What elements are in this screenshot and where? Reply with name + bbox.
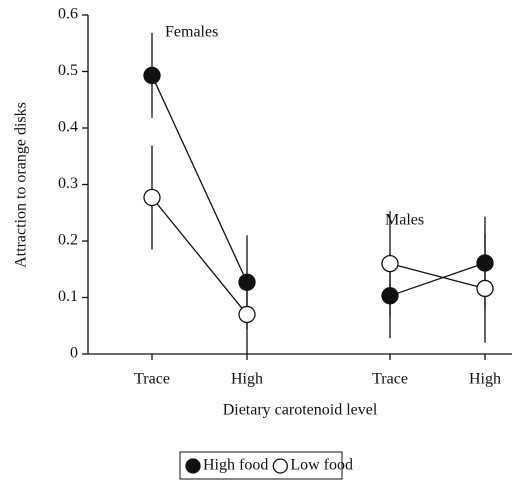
x-axis-label: Dietary carotenoid level bbox=[223, 402, 378, 419]
x-tick-label: Trace bbox=[372, 371, 408, 388]
legend-box bbox=[179, 451, 343, 480]
legend-label: Low food bbox=[290, 457, 353, 474]
x-tick-label: High bbox=[469, 371, 501, 388]
y-tick-label: 0.6 bbox=[58, 6, 78, 23]
point bbox=[143, 66, 161, 85]
legend-marker bbox=[185, 458, 201, 474]
y-tick-label: 0 bbox=[70, 345, 78, 362]
point bbox=[143, 188, 161, 207]
series-line bbox=[389, 262, 486, 290]
annotation: Females bbox=[165, 24, 218, 41]
point bbox=[476, 279, 494, 298]
series-line bbox=[151, 197, 248, 315]
series-line bbox=[389, 262, 486, 297]
x-tick-label: High bbox=[231, 371, 263, 388]
annotation: Males bbox=[385, 212, 424, 229]
y-tick-label: 0.1 bbox=[58, 288, 78, 305]
x-tick-label: Trace bbox=[134, 371, 170, 388]
y-tick-label: 0.4 bbox=[58, 119, 78, 136]
y-tick-label: 0.3 bbox=[58, 175, 78, 192]
point bbox=[238, 273, 256, 291]
point bbox=[381, 254, 399, 273]
point bbox=[238, 305, 256, 324]
y-tick-label: 0.5 bbox=[58, 62, 78, 79]
series-line bbox=[151, 75, 248, 283]
legend-label: High food bbox=[203, 457, 268, 474]
point bbox=[476, 254, 494, 272]
y-tick-label: 0.2 bbox=[58, 232, 78, 249]
legend-marker bbox=[272, 458, 288, 474]
point bbox=[381, 287, 399, 305]
y-axis-label: Attraction to orange disks bbox=[13, 102, 30, 268]
